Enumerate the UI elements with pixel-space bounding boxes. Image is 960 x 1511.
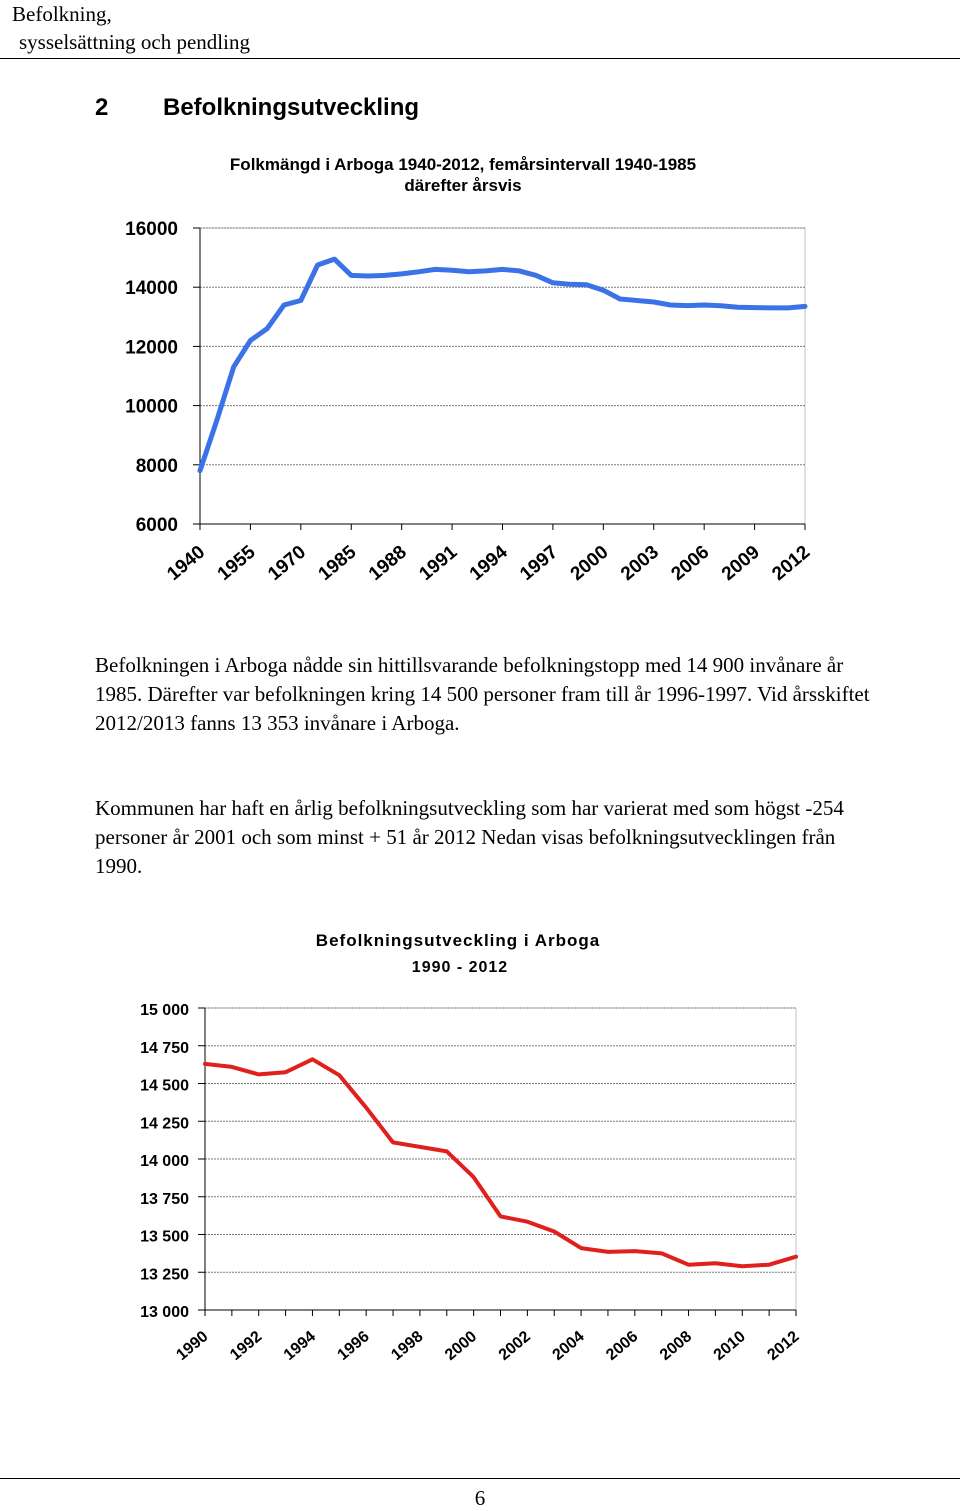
c1-ytick-label: 14000 [125, 278, 178, 299]
running-header-line1: Befolkning, [12, 2, 112, 26]
population-change-chart-1990-2012: Befolkningsutveckling i Arboga 1990 - 20… [0, 920, 960, 1380]
c1-xtick-label: 1940 [163, 542, 209, 585]
c2-ytick-label: 13 750 [140, 1191, 189, 1208]
c2-ytick-label: 14 250 [140, 1115, 189, 1132]
c2-xtick-label: 2000 [442, 1328, 480, 1364]
c2-xtick-label: 2004 [549, 1328, 587, 1364]
section-title: Befolkningsutveckling [163, 94, 420, 121]
c1-ytick-label: 8000 [136, 456, 178, 477]
chart1-title-line2: därefter årsvis [404, 176, 521, 195]
c1-xtick-label: 2009 [718, 542, 764, 585]
population-chart-1940-2012: Folkmängd i Arboga 1940-2012, femårsinte… [0, 148, 960, 608]
c2-ytick-label: 13 500 [140, 1229, 189, 1246]
c1-xtick-label: 2000 [567, 542, 613, 585]
c1-xtick-label: 2003 [617, 542, 663, 585]
c2-ytick-label: 13 250 [140, 1266, 189, 1283]
c1-ytick-label: 12000 [125, 337, 178, 358]
paragraph-2: Kommunen har haft en årlig befolkningsut… [95, 796, 844, 878]
c2-xtick-label: 1996 [335, 1328, 373, 1364]
c1-plot-frame [199, 227, 806, 525]
c1-ytick-label: 16000 [125, 219, 178, 240]
c2-ytick-label: 15 000 [140, 1002, 189, 1019]
header-rule [0, 58, 960, 59]
footer-rule [0, 1478, 960, 1479]
section-heading: 2 Befolkningsutveckling [95, 94, 419, 122]
c2-xtick-label: 1998 [388, 1328, 426, 1364]
chart1-title-line1: Folkmängd i Arboga 1940-2012, femårsinte… [230, 155, 696, 174]
c1-xtick-label: 1997 [516, 542, 562, 585]
c1-xtick-label: 1970 [264, 542, 310, 585]
c2-xtick-label: 2012 [764, 1328, 802, 1364]
paragraph-1: Befolkningen i Arboga nådde sin hittills… [95, 653, 870, 735]
c2-xtick-label: 1994 [281, 1328, 319, 1364]
chart2-title-line2: 1990 - 2012 [412, 959, 508, 976]
c2-xtick-label: 2008 [657, 1328, 695, 1364]
c2-xtick-label: 1990 [173, 1328, 211, 1364]
c2-xtick-label: 2006 [603, 1328, 641, 1364]
c1-ytick-label: 10000 [125, 397, 178, 418]
population-chart-1940-2012-svg: Folkmängd i Arboga 1940-2012, femårsinte… [125, 155, 814, 585]
population-change-chart-1990-2012-svg: Befolkningsutveckling i Arboga 1990 - 20… [140, 931, 803, 1364]
c1-xtick-label: 2006 [667, 542, 713, 585]
chart1-series-line [197, 256, 808, 474]
section-number: 2 [95, 94, 109, 121]
c1-xtick-label: 1988 [365, 542, 411, 585]
running-header-line2: sysselsättning och pendling [19, 30, 250, 54]
c2-xtick-label: 2002 [496, 1328, 534, 1364]
chart2-series-line [203, 1057, 798, 1269]
c2-ytick-label: 13 000 [140, 1304, 189, 1321]
c1-ytick-label: 6000 [136, 515, 178, 536]
c1-xtick-label: 1985 [315, 541, 361, 585]
chart2-title-line1: Befolkningsutveckling i Arboga [316, 931, 600, 950]
c2-xtick-label: 2010 [711, 1328, 749, 1364]
c1-xtick-label: 1955 [214, 541, 260, 585]
c1-xtick-label: 1991 [415, 541, 461, 585]
running-header: Befolkning, sysselsättning och pendling [12, 0, 250, 56]
c1-xtick-label: 1994 [466, 541, 512, 585]
page-number: 6 [474, 1486, 486, 1510]
c2-ytick-label: 14 750 [140, 1040, 189, 1057]
c2-xtick-label: 1992 [227, 1328, 265, 1364]
c2-ytick-label: 14 000 [140, 1153, 189, 1170]
c1-xtick-label: 2012 [768, 542, 814, 585]
c2-ytick-label: 14 500 [140, 1078, 189, 1095]
